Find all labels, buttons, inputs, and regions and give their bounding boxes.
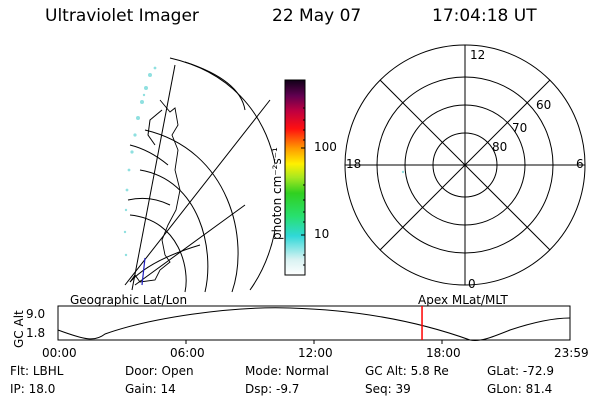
timeline-axis-label: GC Alt (12, 310, 26, 348)
apex-label: Apex MLat/MLT (418, 293, 508, 307)
time-tick-1200: 12:00 (298, 346, 333, 360)
status-door: Door: Open (125, 364, 194, 378)
mlt-label-6: 6 (576, 157, 584, 171)
instrument-title: Ultraviolet Imager (45, 6, 199, 26)
status-ip: IP: 18.0 (10, 382, 56, 396)
timeline-y-min: 1.8 (26, 326, 46, 340)
observation-date: 22 May 07 (272, 6, 362, 26)
mlt-label-0: 0 (468, 277, 476, 291)
time-tick-0000: 00:00 (42, 346, 77, 360)
geographic-map (123, 57, 275, 293)
observation-time: 17:04:18 UT (432, 6, 537, 26)
time-tick-2359: 23:59 (554, 346, 589, 360)
intensity-colorbar (284, 79, 306, 276)
mlt-label-18: 18 (346, 157, 362, 171)
lat-label-60: 60 (536, 98, 552, 112)
status-glat: GLat: -72.9 (487, 364, 554, 378)
status-mode: Mode: Normal (245, 364, 329, 378)
timeline-y-max: 9.0 (26, 307, 46, 321)
aurora-emission (123, 66, 157, 257)
lat-label-80: 80 (492, 140, 508, 154)
polar-mlt-plot (344, 44, 586, 286)
status-seq: Seq: 39 (365, 382, 411, 396)
status-gain: Gain: 14 (125, 382, 176, 396)
mlt-label-12: 12 (470, 48, 486, 62)
time-tick-0600: 06:00 (170, 346, 205, 360)
status-dsp: Dsp: -9.7 (245, 382, 300, 396)
lat-label-70: 70 (512, 121, 528, 135)
status-flt: Flt: LBHL (10, 364, 64, 378)
status-glon: GLon: 81.4 (487, 382, 553, 396)
colorbar-unit-label: photon cm⁻²s⁻¹ (270, 147, 284, 240)
time-tick-1800: 18:00 (426, 346, 461, 360)
colorbar-tick-10: 10 (314, 227, 330, 241)
geographic-label: Geographic Lat/Lon (70, 293, 188, 307)
altitude-timeline (57, 305, 571, 344)
status-gc-alt: GC Alt: 5.8 Re (365, 364, 449, 378)
colorbar-tick-100: 100 (314, 140, 337, 154)
